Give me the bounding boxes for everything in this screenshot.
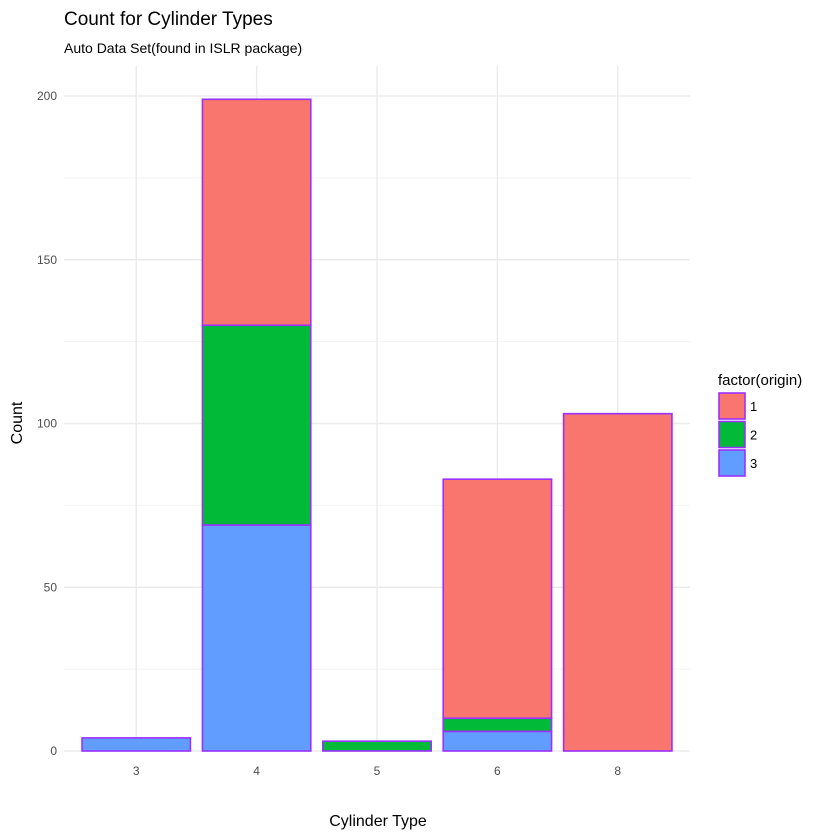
legend-label: 1 xyxy=(750,399,757,414)
bar-segment xyxy=(442,730,553,752)
legend-title: factor(origin) xyxy=(718,372,802,389)
bar-segment xyxy=(201,524,312,752)
legend: factor(origin) 1 2 3 xyxy=(718,372,802,477)
x-tick-label: 8 xyxy=(614,764,621,778)
legend-items: 1 2 3 xyxy=(718,392,757,477)
legend-label: 2 xyxy=(750,428,757,443)
legend-key xyxy=(718,392,746,420)
bars xyxy=(81,98,673,752)
bar-segment xyxy=(442,717,553,733)
chart-subtitle: Auto Data Set(found in ISLR package) xyxy=(64,40,302,56)
x-tick-labels: 3 4 5 6 8 xyxy=(133,764,622,778)
bar-segment xyxy=(322,740,432,752)
bar-segment xyxy=(442,478,553,720)
x-axis-title: Cylinder Type xyxy=(329,813,427,830)
y-tick-label: 200 xyxy=(37,89,57,103)
y-tick-labels: 0 50 100 150 200 xyxy=(37,89,57,758)
bar-segment xyxy=(201,324,312,526)
x-tick-label: 5 xyxy=(374,764,381,778)
chart-title: Count for Cylinder Types xyxy=(64,9,273,30)
legend-key xyxy=(718,449,746,477)
bar-segment xyxy=(201,98,312,327)
legend-key xyxy=(718,420,746,449)
x-tick-label: 3 xyxy=(133,764,140,778)
legend-label: 3 xyxy=(750,456,757,471)
y-tick-label: 50 xyxy=(44,580,58,594)
bar-segment xyxy=(562,412,673,752)
y-tick-label: 100 xyxy=(37,417,57,431)
x-tick-label: 6 xyxy=(494,764,501,778)
x-tick-label: 4 xyxy=(253,764,260,778)
bar-segment xyxy=(81,737,192,752)
y-axis-title: Count xyxy=(9,401,26,444)
y-tick-label: 150 xyxy=(37,253,57,267)
y-tick-label: 0 xyxy=(50,744,57,758)
